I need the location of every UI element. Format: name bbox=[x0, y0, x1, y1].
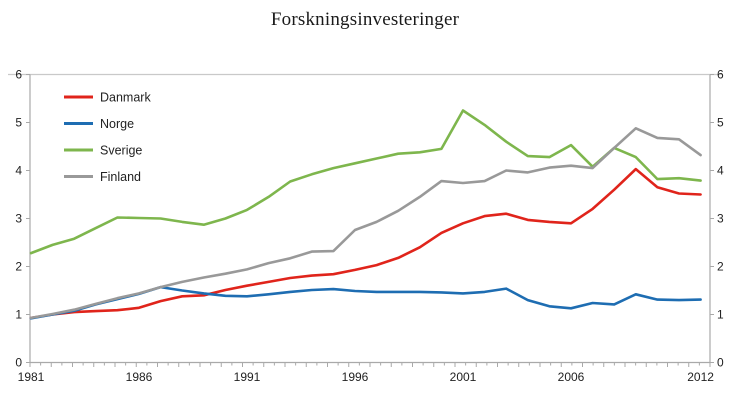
y-tick-label-left: 0 bbox=[15, 356, 22, 370]
x-tick-label: 2001 bbox=[450, 370, 477, 384]
series-line-norge bbox=[29, 285, 702, 320]
x-tick-label: 1986 bbox=[126, 370, 153, 384]
y-tick-label-left: 5 bbox=[15, 116, 22, 130]
x-tick-label: 2006 bbox=[558, 370, 585, 384]
x-tick-label: 1981 bbox=[18, 370, 45, 384]
legend-item-norge: Norge bbox=[64, 117, 134, 131]
legend-label-sverige: Sverige bbox=[100, 144, 142, 158]
y-tick-label-left: 3 bbox=[15, 212, 22, 226]
y-tick-label-right: 5 bbox=[717, 116, 724, 130]
legend-item-danmark: Danmark bbox=[64, 91, 151, 105]
y-tick-label-left: 2 bbox=[15, 260, 22, 274]
y-tick-label-right: 6 bbox=[717, 68, 724, 82]
x-tick-label: 1991 bbox=[234, 370, 261, 384]
x-tick-label: 2012 bbox=[687, 370, 714, 384]
y-tick-label-right: 1 bbox=[717, 308, 724, 322]
y-tick-label-right: 2 bbox=[717, 260, 724, 274]
legend-label-finland: Finland bbox=[100, 170, 141, 184]
legend-item-finland: Finland bbox=[64, 170, 141, 184]
y-tick-label-left: 4 bbox=[15, 164, 22, 178]
legend-item-sverige: Sverige bbox=[64, 144, 142, 158]
series-line-finland bbox=[29, 127, 702, 320]
legend-label-danmark: Danmark bbox=[100, 91, 151, 105]
series-line-sverige bbox=[29, 109, 702, 255]
legend-label-norge: Norge bbox=[100, 117, 134, 131]
x-tick-label: 1996 bbox=[342, 370, 369, 384]
y-tick-label-right: 0 bbox=[717, 356, 724, 370]
legend: Danmark Norge Sverige Finland bbox=[64, 91, 151, 184]
y-tick-label-right: 4 bbox=[717, 164, 724, 178]
y-tick-label-right: 3 bbox=[717, 212, 724, 226]
series-line-danmark bbox=[29, 167, 702, 320]
chart-title: Forskningsinvesteringer bbox=[270, 9, 460, 30]
y-tick-label-left: 6 bbox=[15, 68, 22, 82]
y-tick-label-left: 1 bbox=[15, 308, 22, 322]
